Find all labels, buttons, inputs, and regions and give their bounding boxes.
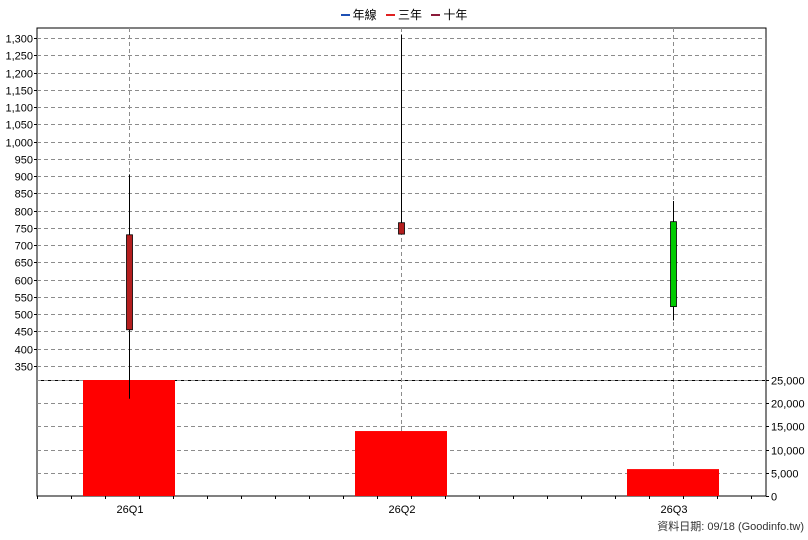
volume-bar [627,469,719,496]
x-tick-label: 26Q3 [661,504,688,516]
legend-label-annual: 年線 [352,8,377,22]
legend-swatch-three-year [385,13,395,16]
volume-tick-label: 20,000 [771,399,805,411]
price-tick-label: 350 [15,362,33,374]
legend-label-three-year: 三年 [397,8,422,22]
legend-item-three-year: 三年 [385,6,422,23]
price-tick-label: 750 [15,224,33,236]
price-tick-label: 1,000 [5,138,33,150]
price-tick-label: 400 [15,345,33,357]
x-tick-label: 26Q1 [117,504,144,516]
price-tick-label: 700 [15,241,33,253]
x-tick-label: 26Q2 [389,504,416,516]
price-tick-label: 450 [15,327,33,339]
price-tick-label: 1,300 [5,34,33,46]
price-tick-label: 850 [15,189,33,201]
legend-swatch-annual [340,13,350,16]
legend-swatch-ten-year [431,13,441,16]
legend-label-ten-year: 十年 [443,8,468,22]
volume-bar [83,380,175,496]
candle-body [126,234,133,331]
price-tick-label: 1,200 [5,69,33,81]
volume-tick-label: 5,000 [771,469,799,481]
price-tick-label: 1,050 [5,120,33,132]
legend-item-annual-line: 年線 [340,6,377,23]
legend: 年線 三年 十年 [0,6,808,23]
price-tick-label: 800 [15,207,33,219]
price-tick-label: 1,250 [5,51,33,63]
volume-tick-label: 25,000 [771,376,805,388]
price-tick-label: 650 [15,258,33,270]
legend-item-ten-year: 十年 [431,6,467,23]
candle-body [398,222,405,235]
volume-bar [355,431,447,496]
data-date-footer: 資料日期: 09/18 (Goodinfo.tw) [657,521,804,533]
price-tick-label: 550 [15,293,33,305]
volume-tick-label: 10,000 [771,446,805,458]
price-tick-label: 600 [15,276,33,288]
candle-body [670,221,677,308]
volume-tick-label: 15,000 [771,422,805,434]
price-tick-label: 950 [15,155,33,167]
price-tick-label: 1,100 [5,103,33,115]
volume-tick-label: 0 [771,492,777,504]
price-tick-label: 500 [15,310,33,322]
price-tick-label: 1,150 [5,86,33,98]
price-tick-label: 900 [15,172,33,184]
